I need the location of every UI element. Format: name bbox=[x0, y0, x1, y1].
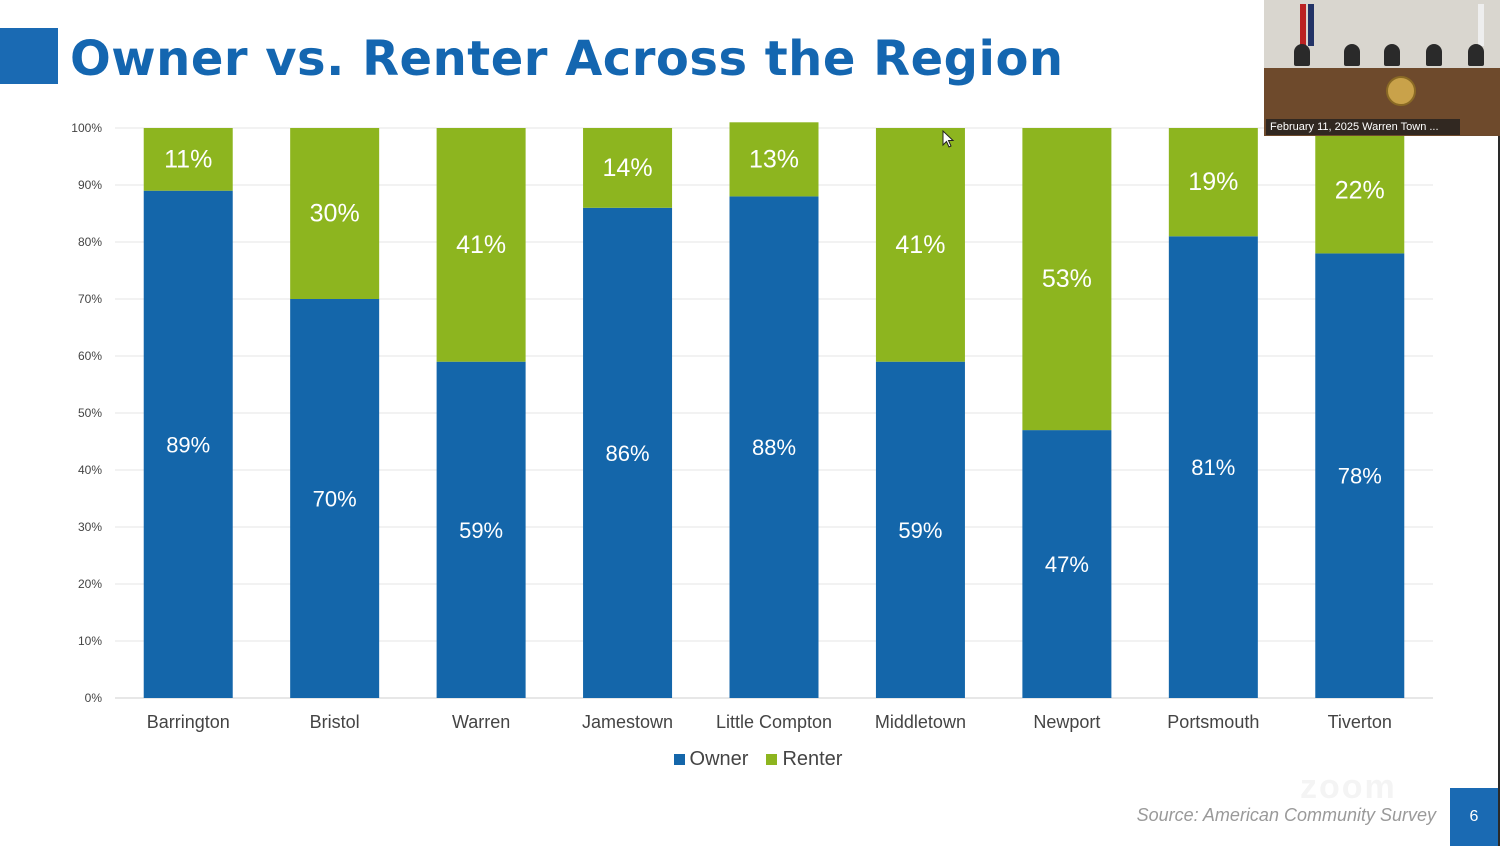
bar-owner bbox=[436, 361, 526, 698]
legend-label-renter: Renter bbox=[782, 748, 843, 770]
bar-owner bbox=[1168, 236, 1258, 699]
data-label: 81% bbox=[1191, 455, 1235, 480]
zoom-watermark: zoom bbox=[1300, 768, 1397, 806]
data-label: 88% bbox=[752, 435, 796, 460]
y-tick-label: 50% bbox=[78, 406, 102, 420]
x-category-label: Tiverton bbox=[1328, 712, 1392, 732]
y-tick-label: 0% bbox=[85, 691, 103, 705]
data-label: 11% bbox=[164, 145, 212, 173]
data-label: 22% bbox=[1335, 177, 1385, 205]
data-label: 78% bbox=[1338, 464, 1382, 489]
bar-owner bbox=[1022, 430, 1112, 698]
person-icon bbox=[1426, 44, 1442, 66]
bar-renter bbox=[436, 128, 526, 362]
y-tick-label: 100% bbox=[71, 121, 102, 135]
data-label: 59% bbox=[459, 518, 503, 543]
bar-renter bbox=[875, 128, 965, 362]
x-category-label: Newport bbox=[1033, 712, 1100, 732]
y-tick-label: 70% bbox=[78, 292, 102, 306]
x-category-label: Little Compton bbox=[716, 712, 832, 732]
person-icon bbox=[1344, 44, 1360, 66]
data-label: 30% bbox=[310, 200, 360, 228]
data-label: 47% bbox=[1045, 552, 1089, 577]
bar-owner bbox=[143, 190, 233, 698]
y-tick-label: 30% bbox=[78, 520, 102, 534]
flag-icon bbox=[1478, 4, 1484, 46]
page-number: 6 bbox=[1450, 788, 1498, 846]
y-tick-label: 60% bbox=[78, 349, 102, 363]
bar-renter bbox=[1168, 128, 1258, 237]
bar-renter bbox=[1022, 128, 1112, 431]
data-label: 53% bbox=[1042, 265, 1092, 293]
bar-owner bbox=[583, 207, 673, 699]
data-label: 41% bbox=[456, 231, 506, 259]
x-category-label: Barrington bbox=[147, 712, 230, 732]
data-label: 13% bbox=[749, 145, 799, 173]
bar-owner bbox=[729, 196, 819, 698]
y-tick-label: 40% bbox=[78, 463, 102, 477]
bar-renter bbox=[290, 128, 380, 299]
data-label: 89% bbox=[166, 432, 210, 457]
chart-legend: Owner Renter bbox=[0, 748, 1500, 771]
flag-icon bbox=[1300, 4, 1306, 46]
y-tick-label: 90% bbox=[78, 178, 102, 192]
source-note: Source: American Community Survey bbox=[1136, 805, 1436, 825]
bar-owner bbox=[875, 361, 965, 698]
y-tick-label: 20% bbox=[78, 577, 102, 591]
webcam-caption: February 11, 2025 Warren Town ... bbox=[1266, 119, 1460, 135]
x-category-label: Bristol bbox=[310, 712, 360, 732]
bar-renter bbox=[1315, 128, 1405, 254]
cursor-icon bbox=[942, 129, 955, 148]
legend-item-renter: Renter bbox=[766, 748, 842, 771]
legend-swatch-renter bbox=[766, 754, 778, 765]
bar-renter bbox=[583, 128, 673, 208]
title-accent-block bbox=[0, 28, 58, 84]
y-tick-label: 10% bbox=[78, 634, 102, 648]
bar-renter bbox=[143, 128, 233, 191]
y-tick-label: 80% bbox=[78, 235, 102, 249]
legend-item-owner: Owner bbox=[673, 748, 749, 771]
data-label: 41% bbox=[895, 231, 945, 259]
town-seal-icon bbox=[1386, 76, 1416, 106]
x-category-label: Jamestown bbox=[582, 712, 673, 732]
x-category-label: Warren bbox=[452, 712, 510, 732]
data-label: 59% bbox=[898, 518, 942, 543]
bar-renter bbox=[729, 122, 819, 197]
data-label: 86% bbox=[606, 441, 650, 466]
person-icon bbox=[1384, 44, 1400, 66]
webcam-thumbnail[interactable]: February 11, 2025 Warren Town ... bbox=[1264, 0, 1500, 136]
legend-swatch-owner bbox=[673, 754, 685, 765]
legend-label-owner: Owner bbox=[689, 748, 749, 770]
bar-owner bbox=[1315, 253, 1405, 698]
slide-title: Owner vs. Renter Across the Region bbox=[70, 31, 1064, 87]
data-label: 19% bbox=[1188, 168, 1238, 196]
data-label: 70% bbox=[313, 487, 357, 512]
person-icon bbox=[1468, 44, 1484, 66]
person-icon bbox=[1294, 44, 1310, 66]
x-category-label: Middletown bbox=[875, 712, 966, 732]
bar-owner bbox=[290, 299, 380, 698]
flag-icon bbox=[1308, 4, 1314, 46]
x-category-label: Portsmouth bbox=[1167, 712, 1259, 732]
data-label: 14% bbox=[603, 154, 653, 182]
